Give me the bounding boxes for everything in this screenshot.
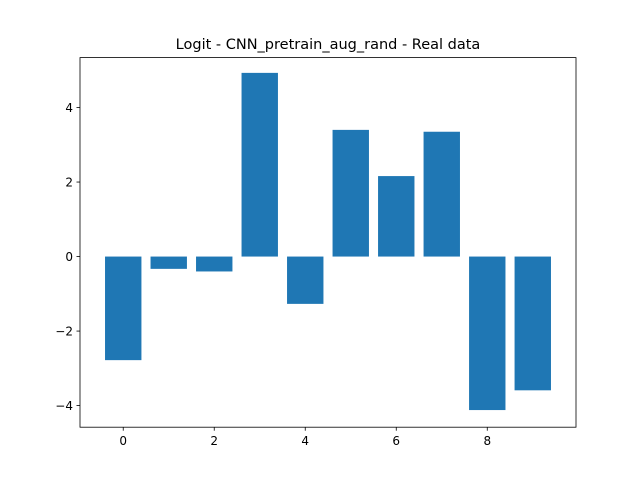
y-tick-label: 0: [65, 250, 73, 264]
y-tick-label: −2: [55, 324, 73, 338]
bar-6: [378, 176, 415, 257]
bar-1: [150, 256, 187, 269]
x-tick-label: 2: [210, 434, 218, 448]
plot-frame: [79, 57, 577, 428]
y-tick-label: −4: [55, 399, 73, 413]
bar-3: [241, 72, 278, 257]
y-tick-label: 4: [65, 101, 73, 115]
ticks-group: 0 2 4 6 8 −4 −2 0 2 4: [55, 101, 491, 448]
bar-9: [514, 256, 551, 391]
bar-5: [332, 129, 369, 257]
x-tick-label: 0: [119, 434, 127, 448]
bar-4: [287, 256, 324, 304]
bar-2: [196, 256, 233, 272]
x-tick-label: 6: [392, 434, 400, 448]
bar-0: [105, 256, 142, 361]
x-tick-label: 4: [301, 434, 309, 448]
x-tick-label: 8: [483, 434, 491, 448]
bars-group: [105, 72, 551, 411]
bar-7: [423, 131, 460, 257]
chart-title: Logit - CNN_pretrain_aug_rand - Real dat…: [176, 37, 481, 53]
bar-8: [469, 256, 506, 411]
y-tick-label: 2: [65, 175, 73, 189]
